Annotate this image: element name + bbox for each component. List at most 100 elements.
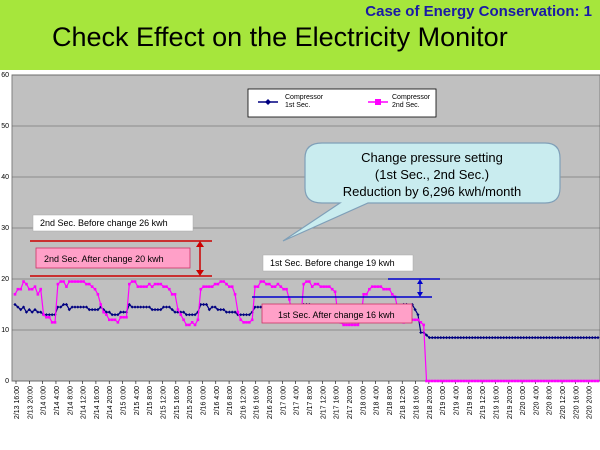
point-1st-sec [467,336,471,340]
point-2nd-sec [525,379,528,383]
point-2nd-sec [216,282,220,286]
point-2nd-sec [156,282,160,286]
point-2nd-sec [27,287,31,291]
x-tick-label: 2/16 8:00 [227,386,234,415]
point-1st-sec [596,336,600,340]
x-tick-label: 2/19 8:00 [467,386,474,415]
point-1st-sec [547,336,552,340]
x-tick-label: 2/16 12:00 [240,386,247,419]
point-1st-sec [459,336,463,340]
point-1st-sec [439,336,443,340]
point-2nd-sec [476,379,480,383]
point-2nd-sec [236,310,240,314]
callout: Change pressure setting (1st Sec., 2nd S… [282,142,561,242]
point-2nd-sec [365,293,368,296]
point-2nd-sec [176,308,180,311]
point-2nd-sec [116,321,120,324]
point-2nd-sec [379,285,383,288]
x-tick-label: 2/18 12:00 [400,386,407,419]
first-sec-annotation: 1st Sec. Before change 19 kwh 1st Sec. A… [252,254,440,324]
x-tick-label: 2/15 8:00 [147,386,154,415]
point-1st-sec [247,313,251,317]
point-2nd-sec [128,282,131,286]
point-1st-sec [213,305,217,309]
point-1st-sec [576,336,580,340]
point-2nd-sec [579,379,583,383]
point-2nd-sec [148,282,151,286]
legend-2nd-line2: 2nd Sec. [392,102,420,109]
point-2nd-sec [190,321,194,324]
point-2nd-sec [150,285,154,288]
x-tick-label: 2/15 0:00 [121,386,128,415]
x-tick-label: 2/14 4:00 [54,386,61,415]
point-2nd-sec [125,315,128,319]
point-2nd-sec [316,282,320,286]
point-2nd-sec [413,318,417,322]
x-tick-label: 2/17 16:00 [334,386,341,419]
point-2nd-sec [73,280,77,283]
point-1st-sec [473,336,477,340]
point-2nd-sec [533,379,537,383]
point-2nd-sec [445,379,448,383]
point-2nd-sec [513,379,517,383]
point-2nd-sec [305,280,308,283]
point-2nd-sec [76,280,80,283]
point-1st-sec [570,336,574,340]
point-2nd-sec [382,287,385,291]
point-2nd-sec [539,379,543,383]
x-tick-label: 2/19 16:00 [493,386,500,419]
point-2nd-sec [536,379,540,383]
x-tick-label: 2/14 12:00 [81,386,88,419]
point-1st-sec [516,336,520,340]
x-tick-label: 2/20 8:00 [547,386,554,415]
header-bar: Case of Energy Conservation: 1 Check Eff… [0,0,600,70]
point-2nd-sec [373,285,377,288]
point-2nd-sec [113,318,117,322]
point-1st-sec [147,305,151,309]
point-2nd-sec [342,323,345,327]
x-tick-label: 2/14 16:00 [94,386,101,419]
point-1st-sec [579,336,583,340]
x-tick-label: 2/13 20:00 [27,386,34,419]
point-1st-sec [79,305,83,309]
callout-line-1: Change pressure setting [361,150,503,165]
point-2nd-sec [453,379,457,383]
point-2nd-sec [356,323,360,327]
point-2nd-sec [168,287,171,291]
point-2nd-sec [110,318,114,322]
point-1st-sec [447,336,451,340]
point-2nd-sec [588,379,591,383]
point-2nd-sec [253,285,257,288]
legend-marker-1st [265,99,271,105]
point-2nd-sec [276,282,280,286]
point-2nd-sec [208,285,211,288]
point-2nd-sec [482,379,485,383]
point-1st-sec [476,336,480,340]
slide-title: Check Effect on the Electricity Monitor [52,22,508,52]
point-2nd-sec [568,379,571,383]
point-2nd-sec [470,379,474,383]
point-2nd-sec [42,313,45,316]
point-2nd-sec [90,285,94,288]
point-1st-sec [50,313,54,317]
point-1st-sec [484,336,489,340]
point-1st-sec [504,336,509,340]
point-1st-sec [482,336,486,340]
point-2nd-sec [430,379,434,383]
point-1st-sec [193,313,197,317]
x-tick-label: 2/17 12:00 [320,386,327,419]
point-1st-sec [61,302,66,307]
point-2nd-sec [282,287,285,291]
point-2nd-sec [159,282,163,286]
y-tick-label: 10 [1,327,9,334]
point-2nd-sec [419,321,423,324]
x-tick-label: 2/20 16:00 [573,386,580,419]
point-2nd-sec [99,303,103,306]
point-2nd-sec [530,379,534,383]
point-2nd-sec [593,379,597,383]
point-2nd-sec [22,280,25,283]
point-1st-sec [142,305,146,309]
point-1st-sec [499,336,503,340]
point-2nd-sec [145,285,148,288]
point-2nd-sec [193,323,197,327]
